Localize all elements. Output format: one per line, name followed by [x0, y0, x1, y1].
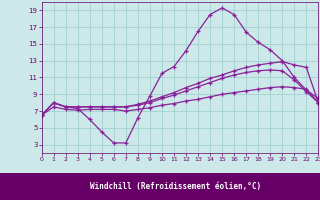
Text: Windchill (Refroidissement éolien,°C): Windchill (Refroidissement éolien,°C) — [91, 182, 261, 192]
